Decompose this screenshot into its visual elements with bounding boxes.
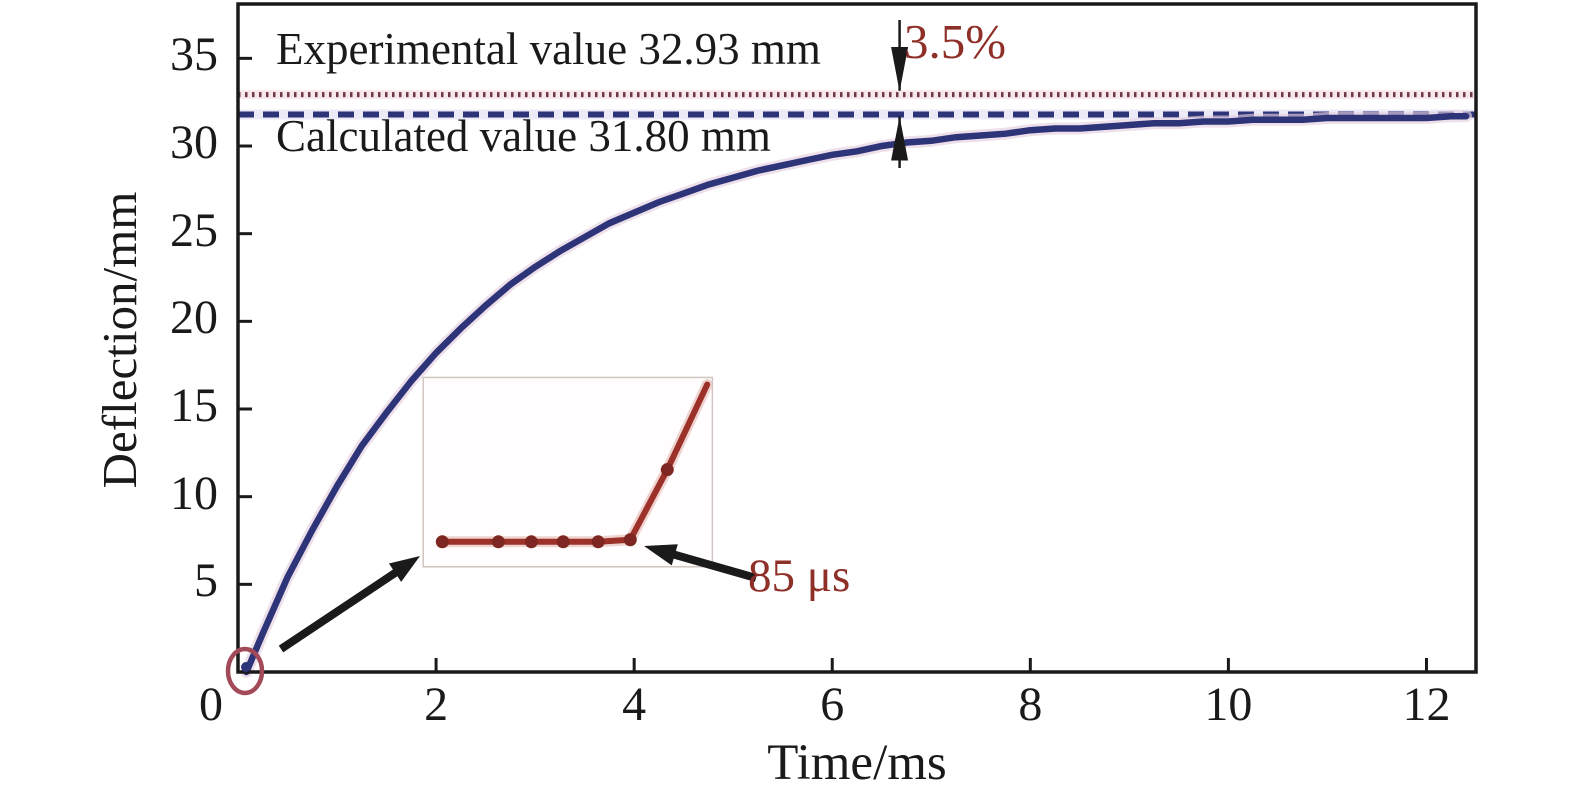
x-tick-label: 6 xyxy=(820,678,845,731)
origin-to-inset-arrow-head xyxy=(388,556,420,582)
x-tick-label: 10 xyxy=(1204,678,1253,731)
inset-delay-label: 85 μs xyxy=(748,550,851,602)
delay-arrow-head xyxy=(644,544,678,566)
origin-highlight-ellipse xyxy=(225,646,265,696)
calculated-value-label: Calculated value 31.80 mm xyxy=(276,111,771,161)
y-tick-label: 35 xyxy=(170,28,218,82)
deflection-curve xyxy=(243,112,1470,676)
plot-border xyxy=(236,2,1478,674)
x-axis-title: Time/ms xyxy=(767,735,947,791)
inset-data-point xyxy=(623,533,637,547)
y-tick-label: 30 xyxy=(170,116,218,170)
x-tick-label: 0 xyxy=(199,678,223,731)
inset-data-point xyxy=(435,535,449,549)
delay-arrow-line xyxy=(670,550,758,582)
origin-curve-start-dot xyxy=(241,662,251,672)
y-tick-label: 10 xyxy=(170,466,218,520)
difference-arrow-up-head xyxy=(891,116,909,161)
inset-data-point xyxy=(491,535,505,549)
y-tick-label: 20 xyxy=(170,291,218,345)
inset-data-point xyxy=(524,535,538,549)
inset-data-point xyxy=(660,463,674,477)
difference-arrow-down-head xyxy=(891,47,909,92)
difference-percent-label: 3.5% xyxy=(904,14,1007,69)
origin-to-inset-arrow-line xyxy=(278,563,407,653)
experimental-value-label: Experimental value 32.93 mm xyxy=(276,24,821,74)
y-tick-label: 25 xyxy=(170,203,218,257)
x-tick-label: 2 xyxy=(424,678,449,731)
x-tick-label: 12 xyxy=(1402,678,1451,731)
x-tick-label: 4 xyxy=(622,678,647,731)
inset-data-point xyxy=(591,535,605,549)
inset-data-point xyxy=(556,535,570,549)
x-tick-label: 8 xyxy=(1018,678,1043,731)
y-tick-label: 15 xyxy=(170,379,218,432)
y-tick-label: 5 xyxy=(194,554,218,608)
